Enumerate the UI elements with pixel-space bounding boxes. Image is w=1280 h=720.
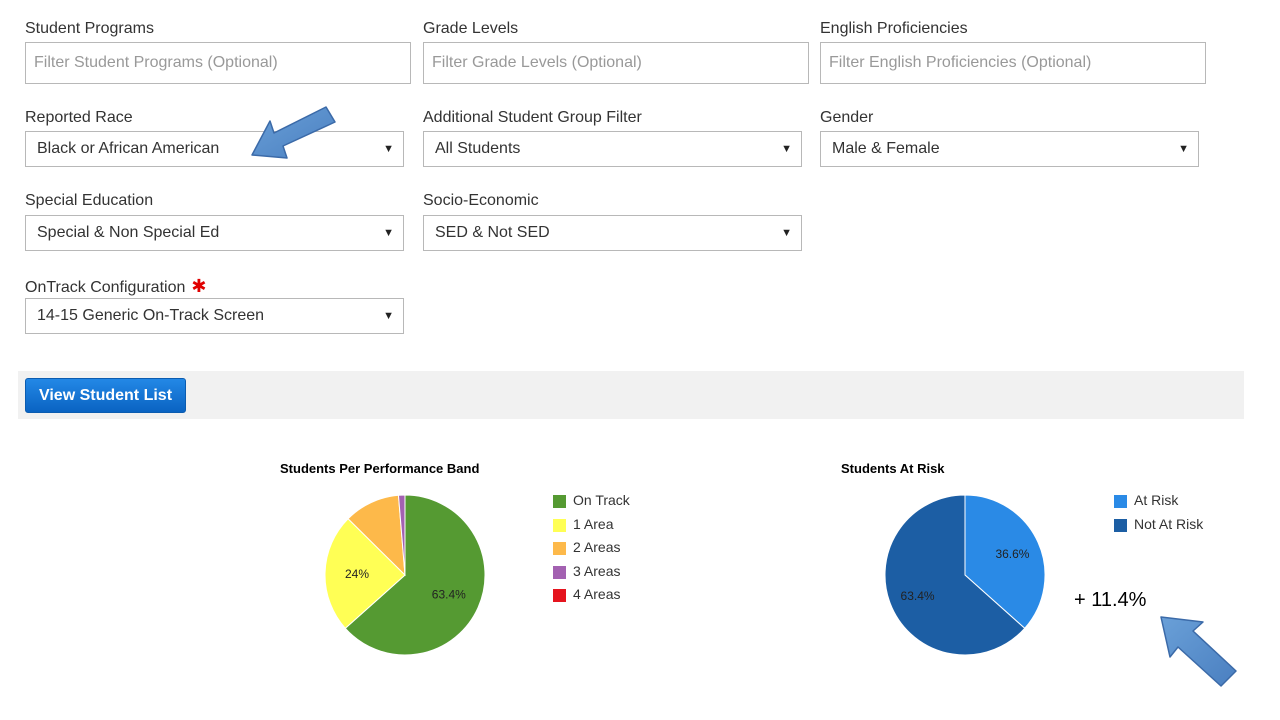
change-annotation: + 11.4%	[1074, 589, 1147, 611]
english-proficiencies-input[interactable]	[820, 42, 1206, 84]
english-proficiencies-label: English Proficiencies	[820, 20, 968, 37]
pie-data-label: 63.4%	[901, 589, 935, 603]
reported-race-value: Black or African American	[37, 140, 220, 157]
pie-slice-at-risk[interactable]	[964, 494, 1046, 629]
at-risk-chart-title: Students At Risk	[841, 461, 945, 476]
gender-select[interactable]: Male & Female ▼	[820, 131, 1199, 167]
special-education-select[interactable]: Special & Non Special Ed ▼	[25, 215, 404, 251]
pie-data-label: 36.6%	[995, 547, 1029, 561]
student-programs-label: Student Programs	[25, 20, 154, 37]
chevron-down-icon: ▼	[383, 310, 394, 322]
chevron-down-icon: ▼	[383, 227, 394, 239]
chevron-down-icon: ▼	[781, 143, 792, 155]
ontrack-config-label: OnTrack Configuration	[25, 279, 186, 296]
socio-economic-label: Socio-Economic	[423, 192, 539, 209]
grade-levels-input[interactable]	[423, 42, 809, 84]
view-student-list-button[interactable]: View Student List	[25, 378, 186, 413]
action-bar: View Student List	[18, 371, 1244, 419]
legend-swatch	[553, 542, 566, 555]
gender-label: Gender	[820, 109, 874, 126]
pie-data-label: 63.4%	[432, 588, 466, 602]
arrow-pointing-annotation-icon	[1160, 616, 1237, 687]
grade-levels-label: Grade Levels	[423, 20, 519, 37]
pie-slice-1-area[interactable]	[324, 518, 406, 629]
legend-swatch	[553, 589, 566, 602]
special-education-value: Special & Non Special Ed	[37, 224, 220, 241]
chevron-down-icon: ▼	[1178, 143, 1189, 155]
socio-economic-select[interactable]: SED & Not SED ▼	[423, 215, 802, 251]
pie-slice-3-areas[interactable]	[397, 494, 406, 576]
chevron-down-icon: ▼	[383, 143, 394, 155]
reported-race-label: Reported Race	[25, 109, 133, 126]
legend-swatch	[553, 565, 566, 579]
reported-race-select[interactable]: Black or African American ▼	[25, 131, 404, 167]
legend-label: 1 Area	[573, 515, 614, 532]
legend-label: At Risk	[1134, 492, 1179, 508]
student-programs-input[interactable]	[25, 42, 411, 84]
chevron-down-icon: ▼	[781, 227, 792, 239]
ontrack-config-label-row: OnTrack Configuration ✱	[25, 276, 206, 297]
additional-group-select[interactable]: All Students ▼	[423, 131, 802, 167]
performance-band-pie-chart: 63.4% 24%	[324, 494, 486, 656]
additional-group-value: All Students	[435, 140, 521, 157]
pie-slice-not-at-risk[interactable]	[884, 494, 1026, 656]
gender-value: Male & Female	[832, 140, 940, 157]
legend-swatch	[1114, 518, 1127, 532]
legend-swatch	[1114, 495, 1127, 508]
legend-swatch	[553, 518, 566, 532]
legend-label: 4 Areas	[573, 586, 621, 602]
legend-label: 2 Areas	[573, 539, 621, 555]
legend-label: 3 Areas	[573, 562, 621, 579]
at-risk-pie-chart: 36.6% 63.4%	[884, 494, 1046, 656]
legend-swatch	[553, 495, 566, 508]
legend-label: Not At Risk	[1134, 515, 1204, 532]
pie-data-label: 24%	[345, 567, 369, 581]
pie-slice-on-track[interactable]	[344, 494, 486, 656]
required-asterisk-icon: ✱	[191, 276, 207, 296]
legend-label: On Track	[573, 492, 630, 508]
socio-economic-value: SED & Not SED	[435, 224, 550, 241]
additional-group-label: Additional Student Group Filter	[423, 109, 642, 126]
ontrack-config-select[interactable]: 14-15 Generic On-Track Screen ▼	[25, 298, 404, 334]
ontrack-config-value: 14-15 Generic On-Track Screen	[37, 307, 265, 324]
special-education-label: Special Education	[25, 192, 154, 209]
performance-band-chart-title: Students Per Performance Band	[280, 461, 480, 476]
